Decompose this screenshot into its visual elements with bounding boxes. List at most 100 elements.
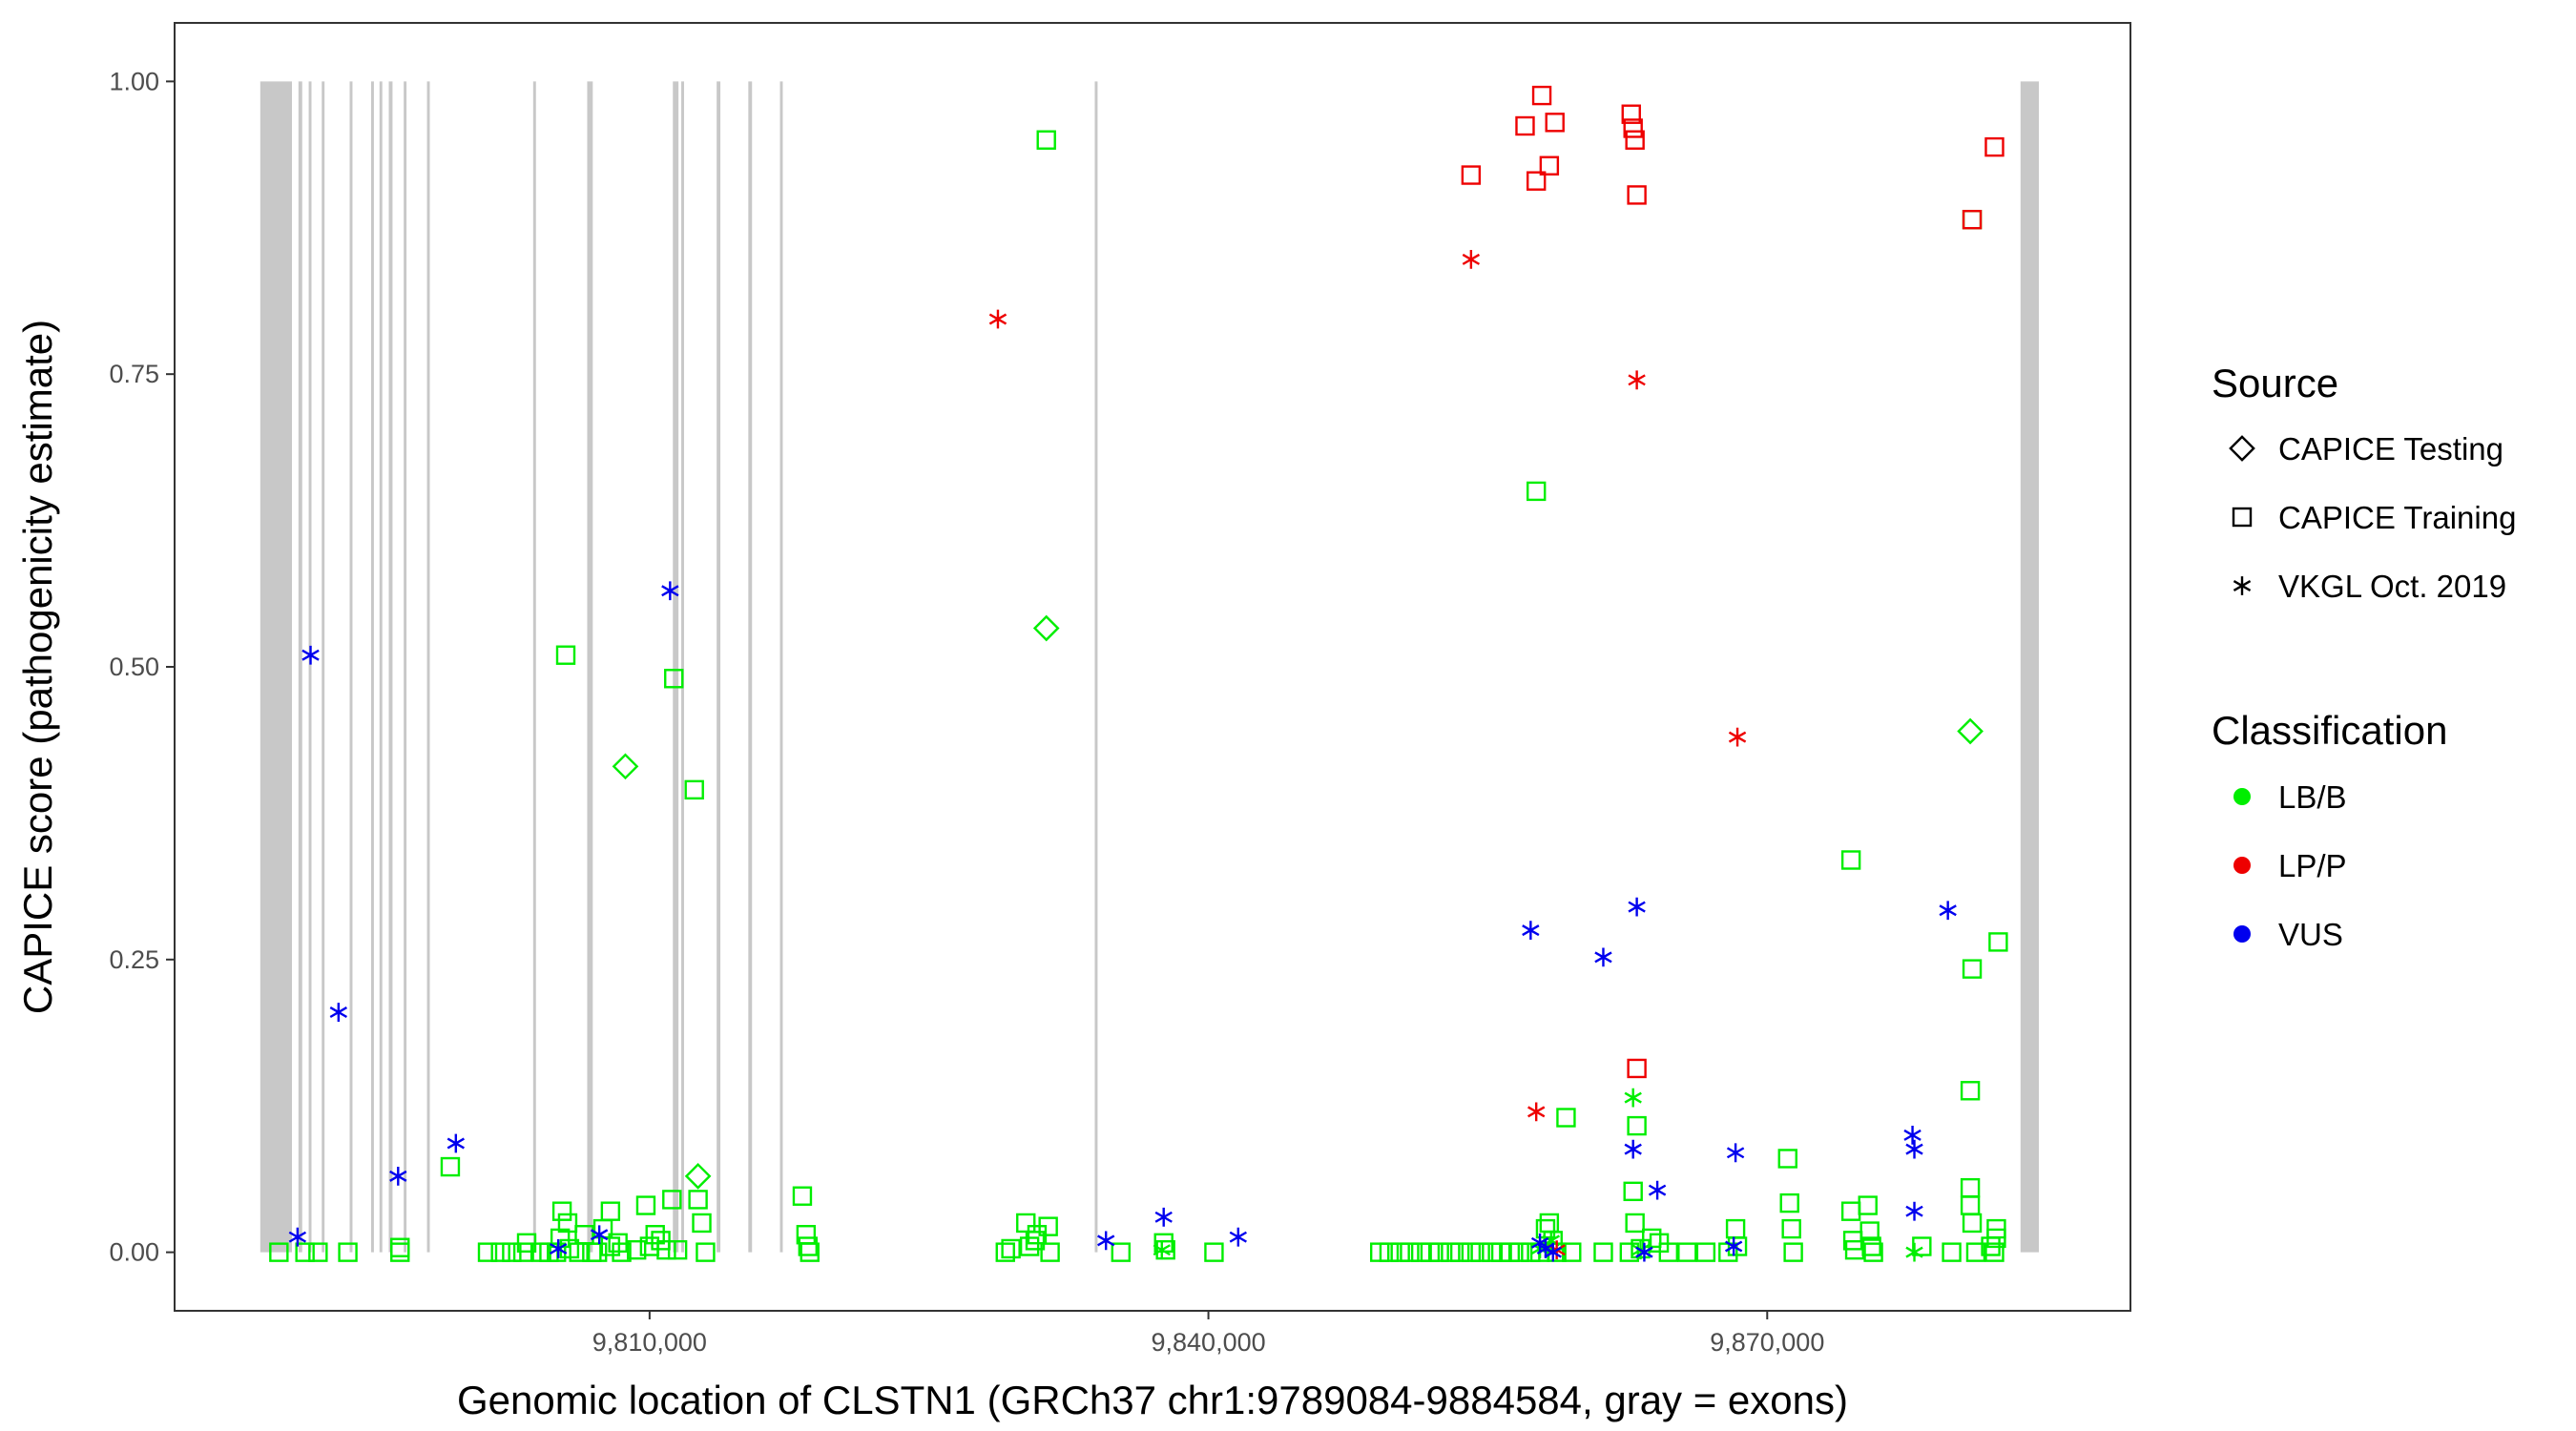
data-point	[1526, 481, 1547, 502]
data-point	[1777, 1149, 1797, 1169]
data-point	[1783, 1242, 1803, 1262]
data-point	[301, 645, 320, 665]
data-point	[557, 1213, 578, 1234]
x-axis: 9,810,000 9,840,000 9,870,000	[592, 1311, 1824, 1357]
data-point	[490, 1242, 510, 1262]
data-point	[600, 1201, 621, 1221]
legend-key-square	[2232, 507, 2253, 528]
data-point	[684, 779, 704, 800]
data-point	[800, 1242, 820, 1262]
plot-panel-border	[174, 22, 2131, 1312]
data-point	[1527, 1102, 1546, 1122]
x-tick-label: 9,810,000	[592, 1328, 707, 1357]
data-point	[1658, 1242, 1679, 1262]
data-point	[477, 1242, 498, 1262]
data-point	[645, 1225, 665, 1245]
data-point	[338, 1242, 358, 1262]
data-point	[1727, 1236, 1748, 1256]
data-point	[1379, 1242, 1400, 1262]
legend-title-classification: Classification	[2212, 708, 2447, 753]
data-point	[1040, 1242, 1060, 1262]
data-point	[1545, 113, 1565, 133]
data-point	[308, 1242, 328, 1262]
exon-band	[2020, 81, 2040, 1253]
data-point	[1962, 209, 1983, 230]
legend-key-diamond	[2229, 435, 2255, 462]
data-point	[1025, 1231, 1046, 1251]
exon-bands	[260, 81, 2040, 1253]
data-point	[1429, 1242, 1449, 1262]
data-point	[1032, 614, 1060, 642]
x-tick-label: 9,840,000	[1152, 1328, 1266, 1357]
data-point	[1621, 104, 1641, 124]
legend-key-dot	[2233, 857, 2251, 874]
data-point	[447, 1133, 465, 1153]
data-point	[1648, 1180, 1667, 1200]
data-point	[1539, 1213, 1560, 1234]
exon-band	[532, 81, 536, 1253]
data-point	[696, 1242, 716, 1262]
legend-key-dot	[2233, 925, 2251, 943]
legend-label: LP/P	[2278, 848, 2347, 883]
data-point	[1725, 1218, 1746, 1239]
data-point	[1625, 130, 1645, 150]
legend: Source CAPICE Testing CAPICE Training VKGL…	[2212, 361, 2516, 952]
exon-band	[404, 81, 407, 1253]
data-point	[1962, 1213, 1983, 1234]
y-tick-label: 0.50	[109, 653, 159, 681]
data-point	[295, 1242, 315, 1262]
exon-band	[426, 81, 430, 1253]
data-point	[1400, 1242, 1420, 1262]
data-point	[1155, 1239, 1175, 1260]
data-point	[1905, 1201, 1923, 1221]
exon-band	[717, 81, 721, 1253]
exon-band	[379, 81, 383, 1253]
exon-band	[388, 81, 393, 1253]
data-point	[1905, 1242, 1923, 1262]
data-point	[1960, 1177, 1981, 1198]
data-point	[684, 1163, 712, 1190]
data-point	[1623, 118, 1643, 138]
data-point	[692, 1213, 712, 1234]
legend-label: CAPICE Training	[2278, 500, 2516, 535]
data-point	[550, 1239, 568, 1258]
data-point	[1677, 1242, 1697, 1262]
data-point	[1515, 115, 1535, 136]
data-point	[1016, 1213, 1036, 1234]
data-point	[1988, 932, 2008, 952]
data-point	[1531, 85, 1552, 106]
data-point	[1627, 1058, 1647, 1079]
data-point	[1858, 1195, 1878, 1215]
y-tick-label: 0.75	[109, 360, 159, 388]
data-point	[1544, 1242, 1562, 1262]
data-point	[1593, 1242, 1613, 1262]
data-point	[1781, 1218, 1801, 1239]
data-point	[1001, 1238, 1021, 1259]
legend-key-asterisk	[2233, 576, 2252, 595]
data-point	[1229, 1227, 1247, 1247]
y-tick-label: 0.00	[109, 1238, 159, 1267]
exon-band	[1094, 81, 1098, 1253]
data-point	[1695, 1242, 1716, 1262]
data-point	[656, 1239, 676, 1260]
legend-classifications: LB/B LP/P VUS	[2233, 779, 2347, 952]
data-point	[1526, 171, 1547, 191]
x-axis-title: Genomic location of CLSTN1 (GRCh37 chr1:…	[457, 1378, 1848, 1422]
data-point	[269, 1242, 289, 1262]
data-point	[661, 581, 679, 601]
data-point	[1779, 1192, 1799, 1213]
data-point	[1840, 1201, 1861, 1221]
exon-band	[308, 81, 312, 1253]
data-point	[1628, 370, 1646, 390]
data-point	[1984, 136, 2005, 157]
data-point	[635, 1195, 656, 1215]
data-point	[1111, 1242, 1132, 1262]
y-tick-label: 1.00	[109, 67, 159, 95]
exon-band	[260, 81, 292, 1253]
data-point	[1957, 717, 1984, 745]
data-point	[1840, 850, 1861, 870]
data-point	[1726, 1143, 1745, 1163]
exon-band	[298, 81, 302, 1253]
data-point	[1903, 1126, 1922, 1145]
